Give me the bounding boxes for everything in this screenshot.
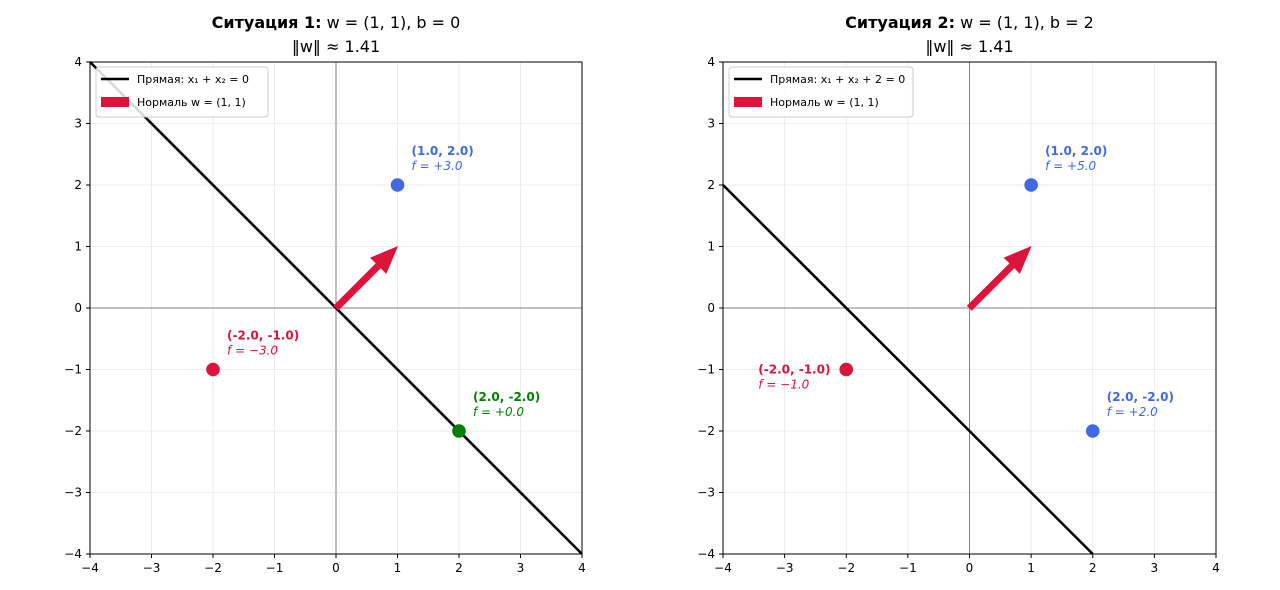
point-label: (2.0, -2.0) [1107,390,1174,404]
legend-label: Нормаль w = (1, 1) [137,96,246,109]
chart-panel-1: Ситуация 1: w = (1, 1), b = 0 ‖w‖ ≈ 1.41 (1… [64,13,586,575]
legend: Прямая: x₁ + x₂ = 0 Нормаль w = (1, 1) [95,66,269,118]
legend-label: Прямая: x₁ + x₂ = 0 [137,73,249,86]
y-tick-label: −2 [697,424,715,438]
legend-box [95,66,269,118]
y-tick-label: −3 [697,486,715,500]
x-tick-label: 2 [455,561,463,575]
y-tick-label: −2 [64,424,82,438]
decision-line [722,184,1094,555]
y-tick-label: 0 [74,301,82,315]
y-tick-label: 4 [74,55,82,69]
x-tick-label: −3 [143,561,161,575]
legend-box [728,66,914,118]
x-tick-label: 4 [578,561,586,575]
chart-subtitle: ‖w‖ ≈ 1.41 [925,37,1013,56]
point-f-label: f = +0.0 [473,405,524,419]
point-label: (-2.0, -1.0) [227,329,299,343]
point-f-label: f = +2.0 [1107,405,1158,419]
x-tick-label: 2 [1089,561,1097,575]
x-tick-label: −2 [204,561,222,575]
chart-subtitle: ‖w‖ ≈ 1.41 [292,37,380,56]
x-tick-label: −2 [837,561,855,575]
chart-title: Ситуация 2: w = (1, 1), b = 2 [845,13,1094,32]
y-tick-label: 3 [707,117,715,131]
point-f-label: f = −3.0 [227,344,278,358]
legend-patch-swatch [101,97,129,107]
normal-arrow [966,245,1032,311]
point-label: (1.0, 2.0) [412,144,474,158]
point-label: (-2.0, -1.0) [758,363,830,377]
data-point [1024,178,1038,192]
y-tick-label: −1 [697,363,715,377]
x-tick-label: −1 [266,561,284,575]
data-point [839,362,854,377]
y-tick-label: 2 [707,178,715,192]
data-point [1085,424,1100,438]
x-tick-label: −3 [776,561,794,575]
x-tick-label: 1 [394,561,402,575]
y-tick-label: −3 [64,486,82,500]
data-point [452,424,466,438]
chart-title-math: w = (1, 1), b = 0 [327,13,461,32]
x-tick-label: 3 [517,561,525,575]
x-tick-label: −4 [714,561,732,575]
point-f-label: f = +5.0 [1045,159,1096,173]
y-tick-label: 2 [74,178,82,192]
chart-title-prefix: Ситуация 2: [845,13,955,32]
x-tick-label: 1 [1027,561,1035,575]
point-label: (1.0, 2.0) [1045,144,1107,158]
x-tick-label: 3 [1151,561,1159,575]
y-tick-label: −4 [697,547,715,561]
x-tick-label: 0 [966,561,974,575]
legend-patch-swatch [734,97,762,107]
y-tick-label: −4 [64,547,82,561]
y-tick-label: 1 [707,240,715,254]
chart-title-prefix: Ситуация 1: [212,13,322,32]
point-f-label: f = +3.0 [412,159,463,173]
y-tick-label: −1 [64,363,82,377]
y-tick-label: 3 [74,117,82,131]
chart-title-math: w = (1, 1), b = 2 [960,13,1094,32]
legend: Прямая: x₁ + x₂ + 2 = 0 Нормаль w = (1, 1… [728,66,914,118]
data-point [206,362,220,377]
chart-panel-2: Ситуация 2: w = (1, 1), b = 2 ‖w‖ ≈ 1.41 (1… [697,13,1220,575]
data-point [390,178,405,192]
y-tick-label: 1 [74,240,82,254]
point-f-label: f = −1.0 [758,378,809,392]
x-tick-label: 0 [332,561,340,575]
x-tick-label: −4 [81,561,99,575]
y-tick-label: 0 [707,301,715,315]
chart-title: Ситуация 1: w = (1, 1), b = 0 [212,13,461,32]
x-tick-label: −1 [899,561,917,575]
x-tick-label: 4 [1212,561,1220,575]
point-label: (2.0, -2.0) [473,390,540,404]
normal-arrow [333,245,399,311]
legend-label: Нормаль w = (1, 1) [770,96,879,109]
legend-label: Прямая: x₁ + x₂ + 2 = 0 [770,73,905,86]
y-tick-label: 4 [707,55,715,69]
